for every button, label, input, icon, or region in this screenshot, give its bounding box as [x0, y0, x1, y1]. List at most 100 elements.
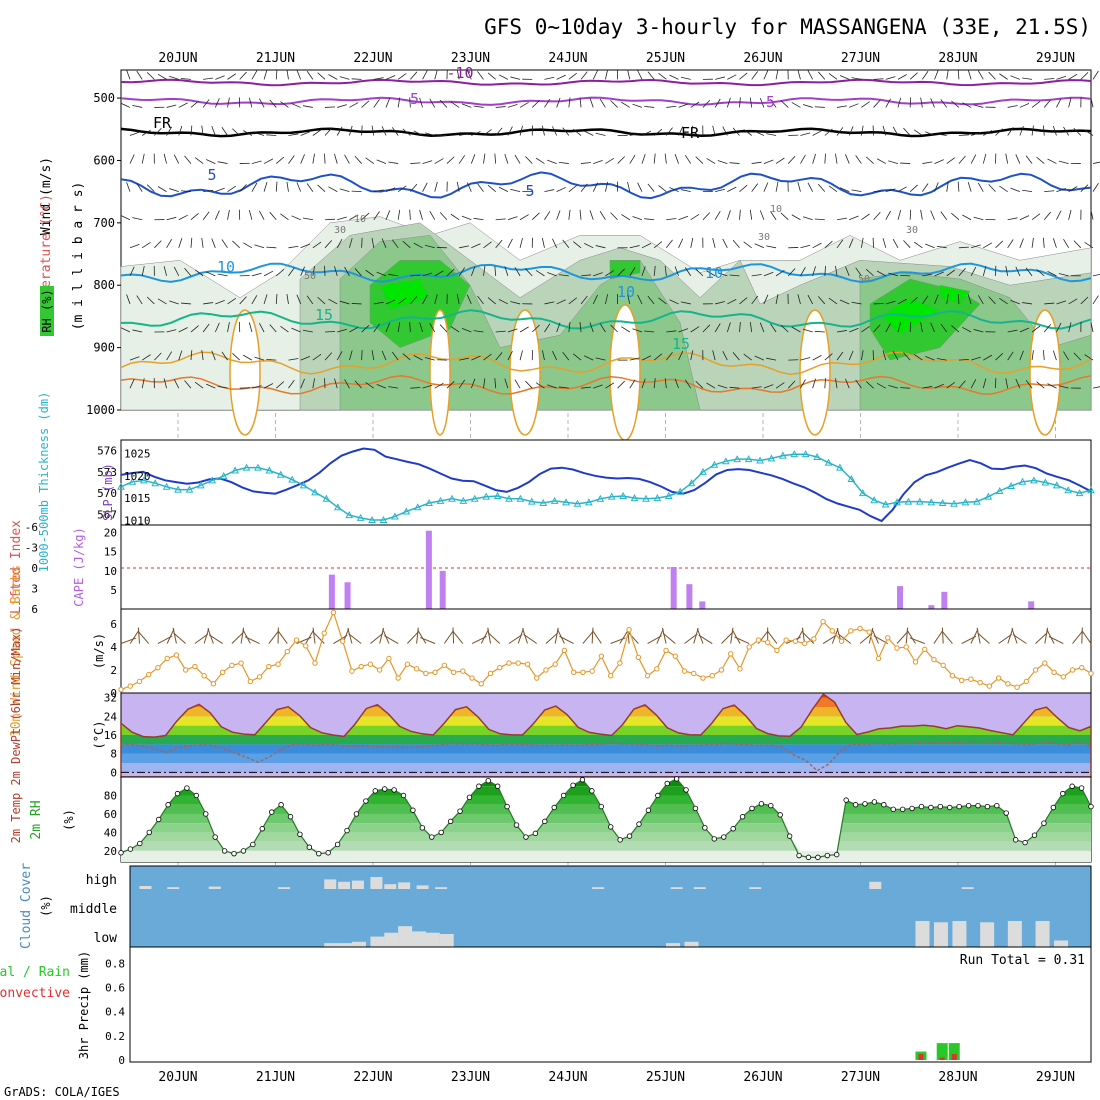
- wind10-ylabel: 10m Wind Speed & Barbs: [9, 565, 24, 737]
- warm-surface-contour: [229, 309, 261, 436]
- wind10-barb: [556, 628, 565, 644]
- wind10-marker: [885, 635, 891, 641]
- upper-wind-barb: [519, 326, 529, 333]
- upper-wind-barb: [1068, 298, 1078, 305]
- upper-wind-barb: [903, 127, 911, 136]
- upper-wind-barb: [354, 380, 362, 389]
- upper-wind-barb: [580, 183, 588, 192]
- upper-wind-barb: [473, 217, 484, 221]
- upper-wind-barb: [861, 101, 870, 108]
- upper-wind-barb: [1010, 187, 1021, 193]
- upper-wind-barb: [339, 188, 350, 193]
- rh2m-marker: [353, 811, 360, 817]
- rh2m-marker: [146, 829, 152, 836]
- upper-wind-barb: [552, 350, 558, 361]
- temp2m-band: [121, 763, 1091, 773]
- upper-wind-barb: [855, 379, 862, 389]
- upper-wind-barb: [674, 266, 679, 277]
- upper-wind-barb: [556, 187, 566, 193]
- wind10-barb: [370, 633, 384, 644]
- upper-wind-barb: [477, 183, 484, 192]
- upper-wind-barb: [531, 324, 540, 333]
- rh2m-marker: [372, 788, 378, 794]
- wind10-marker: [626, 627, 632, 633]
- cloud-low-bar: [412, 931, 426, 947]
- upper-wind-barb: [510, 188, 521, 193]
- thickness-tick-label: 573: [97, 466, 117, 479]
- upper-wind-barb: [897, 298, 907, 305]
- upper-wind-barb: [568, 297, 577, 305]
- wind10-marker: [229, 662, 235, 669]
- upper-wind-barb: [1092, 295, 1099, 305]
- wind10-marker: [940, 662, 946, 669]
- rh2m-marker: [862, 801, 868, 807]
- upper-wind-barb: [450, 326, 460, 333]
- upper-wind-barb: [373, 99, 380, 108]
- upper-wind-barb: [178, 125, 183, 136]
- upper-wind-barb: [678, 215, 689, 221]
- upper-wind-barb: [763, 182, 769, 192]
- upper-wind-barb: [494, 153, 497, 164]
- thickness-marker: [767, 454, 776, 462]
- upper-wind-barb: [775, 157, 785, 164]
- upper-wind-barb: [349, 214, 359, 221]
- rh2m-marker: [551, 804, 557, 811]
- upper-wind-barb: [684, 379, 692, 389]
- rh2m-marker: [721, 834, 727, 840]
- upper-wind-barb: [909, 322, 912, 333]
- upper-wind-barb: [1031, 125, 1034, 136]
- upper-wind-barb: [690, 213, 700, 221]
- upper-wind-barb: [296, 182, 302, 192]
- cloud-high-bar: [435, 887, 448, 889]
- wind10-marker: [349, 668, 355, 674]
- upper-wind-barb: [1005, 378, 1009, 389]
- upper-wind-barb: [727, 74, 737, 80]
- thickness-marker: [915, 497, 924, 505]
- upper-wind-barb: [690, 237, 694, 248]
- upper-wind-barb: [982, 266, 987, 276]
- upper-wind-barb: [751, 183, 759, 192]
- upper-wind-barb: [712, 350, 716, 361]
- upper-wind-barb: [202, 211, 210, 220]
- rh2m-marker: [928, 804, 934, 811]
- upper-wind-barb: [461, 328, 472, 333]
- upper-wind-barb: [1044, 302, 1055, 305]
- upper-wind-barb: [882, 125, 887, 136]
- upper-wind-barb: [239, 184, 247, 192]
- upper-wind-barb: [1005, 265, 1009, 276]
- upper-wind-barb: [248, 209, 253, 220]
- wind10-marker: [497, 664, 503, 671]
- upper-wind-barb: [1080, 72, 1089, 80]
- temp-contour-25: [120, 374, 1092, 395]
- upper-wind-barb: [1092, 386, 1100, 389]
- upper-wind-barb: [940, 99, 948, 108]
- cloud-low-bar: [933, 922, 948, 947]
- temp-contour-15: [120, 309, 1092, 330]
- upper-wind-barb: [835, 153, 838, 164]
- upper-wind-barb: [647, 71, 655, 80]
- upper-wind-barb: [1015, 154, 1021, 164]
- contour-label: 30: [334, 225, 346, 236]
- rh2m-marker: [636, 821, 642, 827]
- cloud-high-bar: [869, 881, 882, 889]
- upper-wind-barb: [845, 378, 850, 389]
- rh2m-marker: [711, 836, 718, 842]
- upper-wind-barb: [999, 73, 1008, 80]
- upper-tick-label: 900: [93, 341, 115, 355]
- upper-wind-barb: [605, 181, 609, 192]
- contour-label: -5: [401, 90, 419, 108]
- upper-wind-barb: [763, 384, 774, 389]
- precip-tick-label: 0.4: [105, 1006, 125, 1019]
- upper-wind-barb: [166, 216, 177, 221]
- rh2m-marker: [805, 854, 812, 861]
- upper-wind-barb: [190, 325, 199, 333]
- date-label-bottom: 28JUN: [938, 1070, 977, 1085]
- rh2m-tick-label: 60: [104, 808, 117, 821]
- upper-wind-barb: [812, 153, 816, 164]
- upper-wind-barb: [897, 186, 907, 193]
- upper-wind-barb: [471, 243, 481, 249]
- upper-wind-barb: [306, 295, 314, 305]
- upper-wind-barb: [190, 125, 193, 136]
- upper-wind-barb: [178, 350, 183, 361]
- upper-wind-barb: [903, 240, 911, 249]
